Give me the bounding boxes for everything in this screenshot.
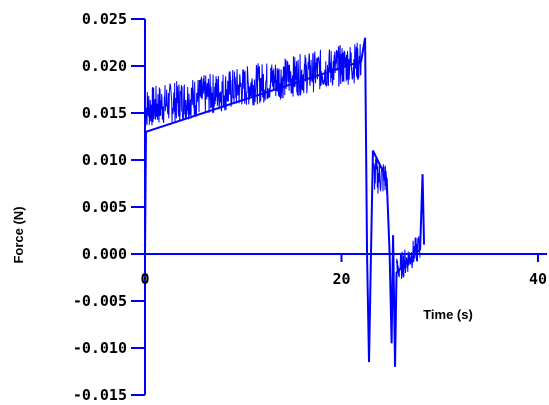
x-tick-label-1: 20 [332,270,350,288]
y-tick-label-3: 0.010 [82,151,127,169]
y-tick-label-1: 0.020 [82,57,127,75]
y-tick-label-7: -0.010 [73,339,127,357]
y-tick-label-6: -0.005 [73,292,127,310]
x-tick-label-0: 0 [140,270,149,288]
series-force [144,37,426,367]
ticks [131,18,539,396]
force-noise-segment-1 [372,157,388,194]
force-noise-segment-0 [144,42,362,126]
y-tick-label-2: 0.015 [82,104,127,122]
force-line [144,37,426,367]
y-tick-label-4: 0.005 [82,198,127,216]
y-tick-label-5: 0.000 [82,245,127,263]
y-tick-label-0: 0.025 [82,10,127,28]
tick-labels: 0.025 0.020 0.015 0.010 0.005 0.000 -0.005 -0.0… [73,10,547,404]
y-tick-label-8: -0.015 [73,386,127,404]
force-noise-segment-2 [396,236,421,279]
y-axis-title: Force (N) [11,206,26,263]
x-axis-title: Time (s) [423,307,473,322]
x-tick-label-2: 40 [529,270,547,288]
